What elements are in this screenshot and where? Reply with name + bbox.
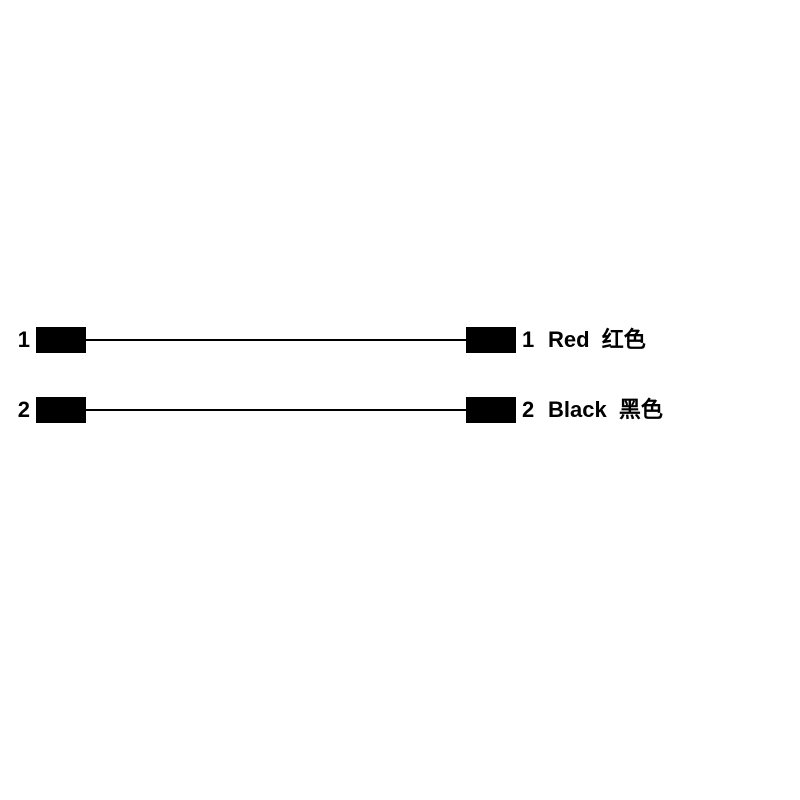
terminal-block-left-1 — [36, 327, 86, 353]
wire-color-cn-2: 黑色 — [619, 397, 663, 422]
wire-line-1 — [86, 339, 466, 341]
wire-row-1: 1 1 Red 红色 — [0, 327, 800, 353]
pin-left-2: 2 — [10, 397, 30, 423]
wire-color-label-1: Red 红色 — [548, 327, 646, 353]
pin-right-2: 2 — [522, 397, 542, 423]
wire-color-label-2: Black 黑色 — [548, 397, 663, 423]
terminal-block-right-1 — [466, 327, 516, 353]
wire-color-en-1: Red — [548, 327, 590, 352]
wire-row-2: 2 2 Black 黑色 — [0, 397, 800, 423]
terminal-block-left-2 — [36, 397, 86, 423]
wire-color-en-2: Black — [548, 397, 607, 422]
terminal-block-right-2 — [466, 397, 516, 423]
pin-left-1: 1 — [10, 327, 30, 353]
wire-color-cn-1: 红色 — [602, 327, 646, 352]
wire-line-2 — [86, 409, 466, 411]
pin-right-1: 1 — [522, 327, 542, 353]
